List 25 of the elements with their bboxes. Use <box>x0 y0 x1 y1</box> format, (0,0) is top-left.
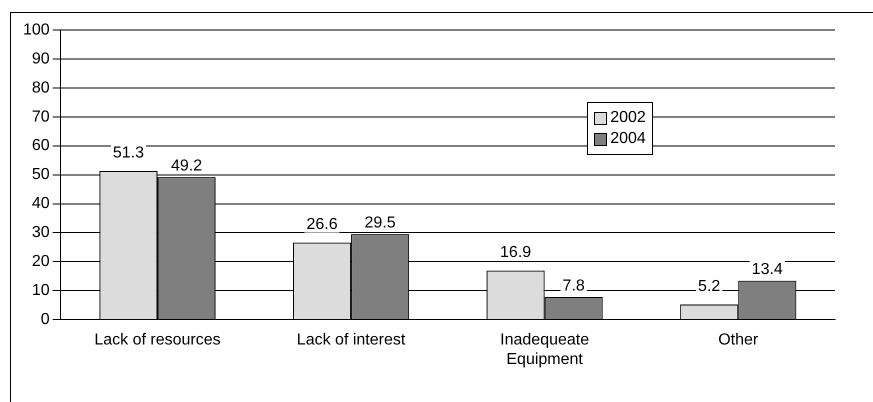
legend-label: 2004 <box>609 130 646 148</box>
y-tick-label: 90 <box>32 50 50 68</box>
y-tick-label: 40 <box>32 195 50 212</box>
y-tick-label: 100 <box>22 21 50 38</box>
data-label: 5.2 <box>698 278 720 295</box>
x-tick-label: Lack of resources <box>94 332 221 349</box>
x-tick-label: Lack of interest <box>296 332 406 349</box>
data-label: 16.9 <box>500 244 532 262</box>
x-tick-label: Other <box>718 332 759 349</box>
y-tick-label: 0 <box>40 311 50 328</box>
data-label: 13.4 <box>752 261 783 278</box>
y-tick-label: 80 <box>32 79 50 96</box>
data-label: 49.2 <box>170 158 202 175</box>
y-tick-label: 30 <box>32 224 50 242</box>
y-tick-label: 60 <box>32 137 50 154</box>
data-label: 26.6 <box>306 216 338 233</box>
data-label: 7.8 <box>562 277 585 294</box>
data-label: 29.5 <box>364 214 396 232</box>
data-label: 51.3 <box>112 144 144 162</box>
legend-label: 2002 <box>609 109 646 128</box>
y-tick-label: 20 <box>32 253 50 270</box>
y-tick-label: 50 <box>32 166 50 184</box>
y-tick-label: 70 <box>32 108 50 126</box>
x-tick-label: Inadequeate Equipment <box>500 332 590 368</box>
y-tick-label: 10 <box>32 282 50 300</box>
